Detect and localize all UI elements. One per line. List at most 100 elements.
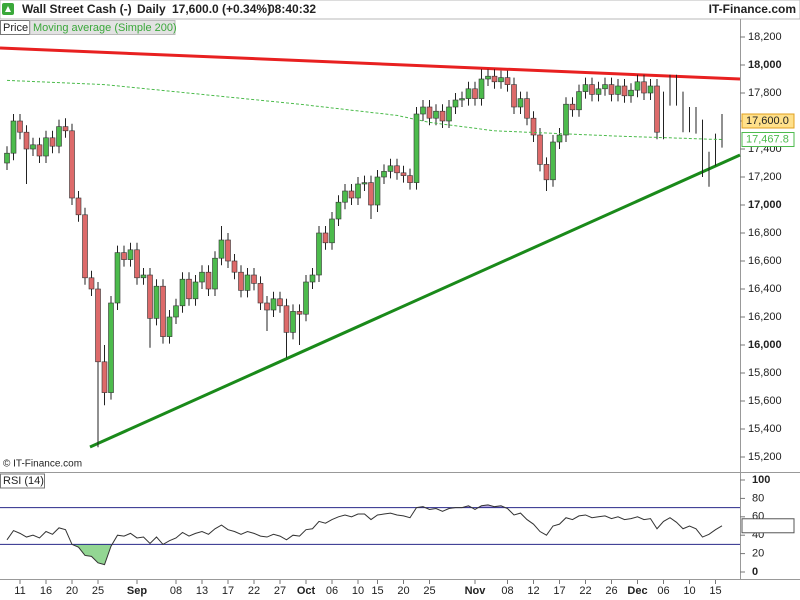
candle-body bbox=[186, 278, 192, 300]
candle-body bbox=[465, 88, 472, 99]
candle-body bbox=[361, 182, 368, 185]
legend-ma: Moving average (Simple 200) bbox=[33, 22, 177, 34]
x-tick-label: 16 bbox=[40, 585, 52, 597]
y-tick-label: 15,200 bbox=[748, 451, 782, 463]
candle-body bbox=[641, 81, 647, 94]
ma-last-box bbox=[741, 132, 795, 148]
candle-body bbox=[88, 277, 95, 290]
candle-body bbox=[420, 106, 426, 115]
candle-body bbox=[309, 274, 316, 283]
candle-body bbox=[329, 218, 335, 244]
candle-body bbox=[381, 171, 387, 178]
candle-body bbox=[628, 89, 634, 97]
candle-body bbox=[439, 110, 446, 122]
candle-body bbox=[446, 106, 452, 122]
candle-body bbox=[173, 305, 179, 318]
x-tick-label: 25 bbox=[423, 585, 435, 597]
header-bar bbox=[0, 0, 800, 20]
candle-body bbox=[355, 183, 361, 199]
y-tick-label: 100 bbox=[752, 474, 770, 486]
candle-body bbox=[498, 77, 504, 83]
candle-body bbox=[147, 274, 153, 319]
rsi-line bbox=[6, 504, 723, 566]
candle-body bbox=[400, 172, 407, 176]
candle-body bbox=[413, 113, 420, 183]
candle-body bbox=[537, 134, 543, 165]
candle-body bbox=[452, 99, 459, 108]
candle-body bbox=[212, 257, 218, 290]
x-tick-label: 08 bbox=[170, 585, 182, 597]
candle-body bbox=[348, 190, 355, 199]
y-tick-label: 15,800 bbox=[748, 367, 782, 379]
period: Daily bbox=[137, 2, 166, 16]
candle-body bbox=[576, 91, 582, 111]
candle-body bbox=[192, 281, 199, 300]
x-tick-label: 15 bbox=[371, 585, 383, 597]
candle-body bbox=[589, 84, 595, 95]
candle-body bbox=[322, 232, 329, 244]
x-tick-label: Dec bbox=[627, 585, 647, 597]
legend-price: Price bbox=[3, 22, 28, 34]
candle-body bbox=[140, 274, 147, 279]
brand: IT-Finance.com bbox=[709, 2, 796, 16]
candle-body bbox=[478, 78, 485, 99]
candle-body bbox=[530, 117, 537, 136]
candle-body bbox=[179, 278, 186, 307]
rsi-last-box bbox=[741, 518, 795, 534]
candle-body bbox=[647, 85, 654, 94]
x-tick-label: 06 bbox=[657, 585, 669, 597]
x-tick-label: 20 bbox=[66, 585, 78, 597]
candle-body bbox=[225, 239, 231, 262]
candle-body bbox=[257, 283, 264, 304]
candle-body bbox=[56, 126, 62, 147]
candle-body bbox=[511, 84, 517, 108]
candle-body bbox=[485, 75, 491, 80]
copyright: © IT-Finance.com bbox=[3, 459, 82, 470]
candle-body bbox=[244, 274, 251, 291]
x-tick-label: 20 bbox=[397, 585, 409, 597]
candle-body bbox=[303, 281, 309, 315]
close-last-label: 17,600.0 bbox=[746, 115, 789, 127]
candle-body bbox=[368, 182, 374, 206]
x-tick-label: 15 bbox=[709, 585, 721, 597]
x-tick-label: 06 bbox=[326, 585, 338, 597]
x-tick-label: 13 bbox=[196, 585, 208, 597]
icon-arrow bbox=[5, 6, 11, 12]
candle-body bbox=[634, 81, 641, 91]
candle-body bbox=[166, 316, 173, 337]
candle-body bbox=[134, 249, 140, 279]
candle-body bbox=[82, 214, 88, 279]
overbought-fill bbox=[416, 504, 506, 508]
y-tick-label: 15,600 bbox=[748, 395, 782, 407]
y-tick-label: 15,400 bbox=[748, 423, 782, 435]
candle-body bbox=[556, 134, 563, 143]
x-tick-label: 17 bbox=[553, 585, 565, 597]
candle-body bbox=[524, 98, 530, 119]
rsi-title-box bbox=[0, 473, 45, 489]
candle-body bbox=[608, 84, 615, 95]
candle-body bbox=[595, 88, 602, 95]
y-tick-label: 18,000 bbox=[748, 59, 782, 71]
candle-body bbox=[342, 190, 348, 203]
candle-body bbox=[114, 252, 121, 304]
candle-body bbox=[621, 85, 628, 97]
candle-body bbox=[238, 271, 244, 291]
y-tick-label: 17,200 bbox=[748, 171, 782, 183]
y-tick-label: 16,200 bbox=[748, 311, 782, 323]
instrument: Wall Street Cash (-) bbox=[22, 2, 132, 16]
x-tick-label: 10 bbox=[352, 585, 364, 597]
candle-body bbox=[251, 274, 257, 284]
oversold-fill bbox=[72, 544, 113, 565]
candle-body bbox=[264, 302, 270, 311]
candle-body bbox=[569, 103, 576, 111]
y-tick-label: 16,000 bbox=[748, 339, 782, 351]
candle-body bbox=[459, 98, 465, 101]
candle-body bbox=[199, 271, 205, 283]
x-tick-label: 10 bbox=[683, 585, 695, 597]
x-tick-label: 26 bbox=[605, 585, 617, 597]
candle-body bbox=[654, 85, 660, 133]
candle-body bbox=[550, 141, 556, 181]
